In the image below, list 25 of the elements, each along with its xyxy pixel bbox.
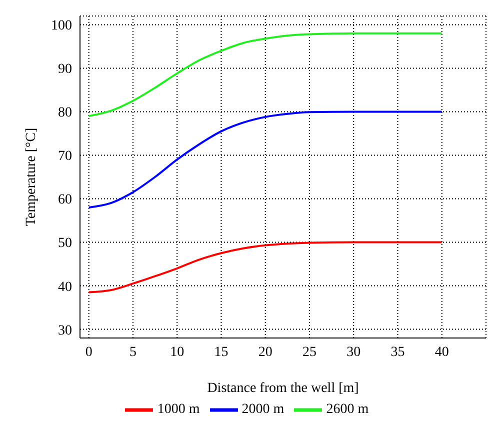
line-series (88, 110, 443, 208)
line-series (88, 32, 443, 118)
x-tick-label: 15 (214, 344, 228, 360)
legend-label: 2600 m (326, 402, 369, 418)
y-tick-label: 100 (51, 18, 72, 34)
legend-label: 1000 m (157, 402, 200, 418)
y-tick-label: 50 (58, 236, 72, 252)
y-tick-label: 90 (58, 62, 72, 78)
y-axis-title: Temperature [°C] (24, 128, 39, 226)
x-tick-label: 5 (129, 344, 136, 360)
x-tick-label: 0 (85, 344, 92, 360)
y-tick-label: 70 (58, 149, 72, 164)
line-series (88, 241, 443, 294)
legend-label: 2000 m (242, 402, 284, 418)
y-tick-label: 40 (58, 280, 72, 295)
x-tick-label: 25 (302, 344, 316, 360)
y-tick-label: 30 (58, 323, 72, 338)
x-tick-label: 30 (346, 344, 361, 360)
x-tick-label: 10 (170, 344, 184, 360)
x-tick-label: 35 (390, 344, 405, 360)
x-tick-label: 40 (434, 344, 449, 360)
y-tick-label: 80 (58, 106, 72, 121)
x-axis-title: Distance from the well [m] (207, 381, 359, 396)
x-tick-label: 20 (258, 344, 272, 360)
y-tick-label: 60 (58, 192, 72, 208)
